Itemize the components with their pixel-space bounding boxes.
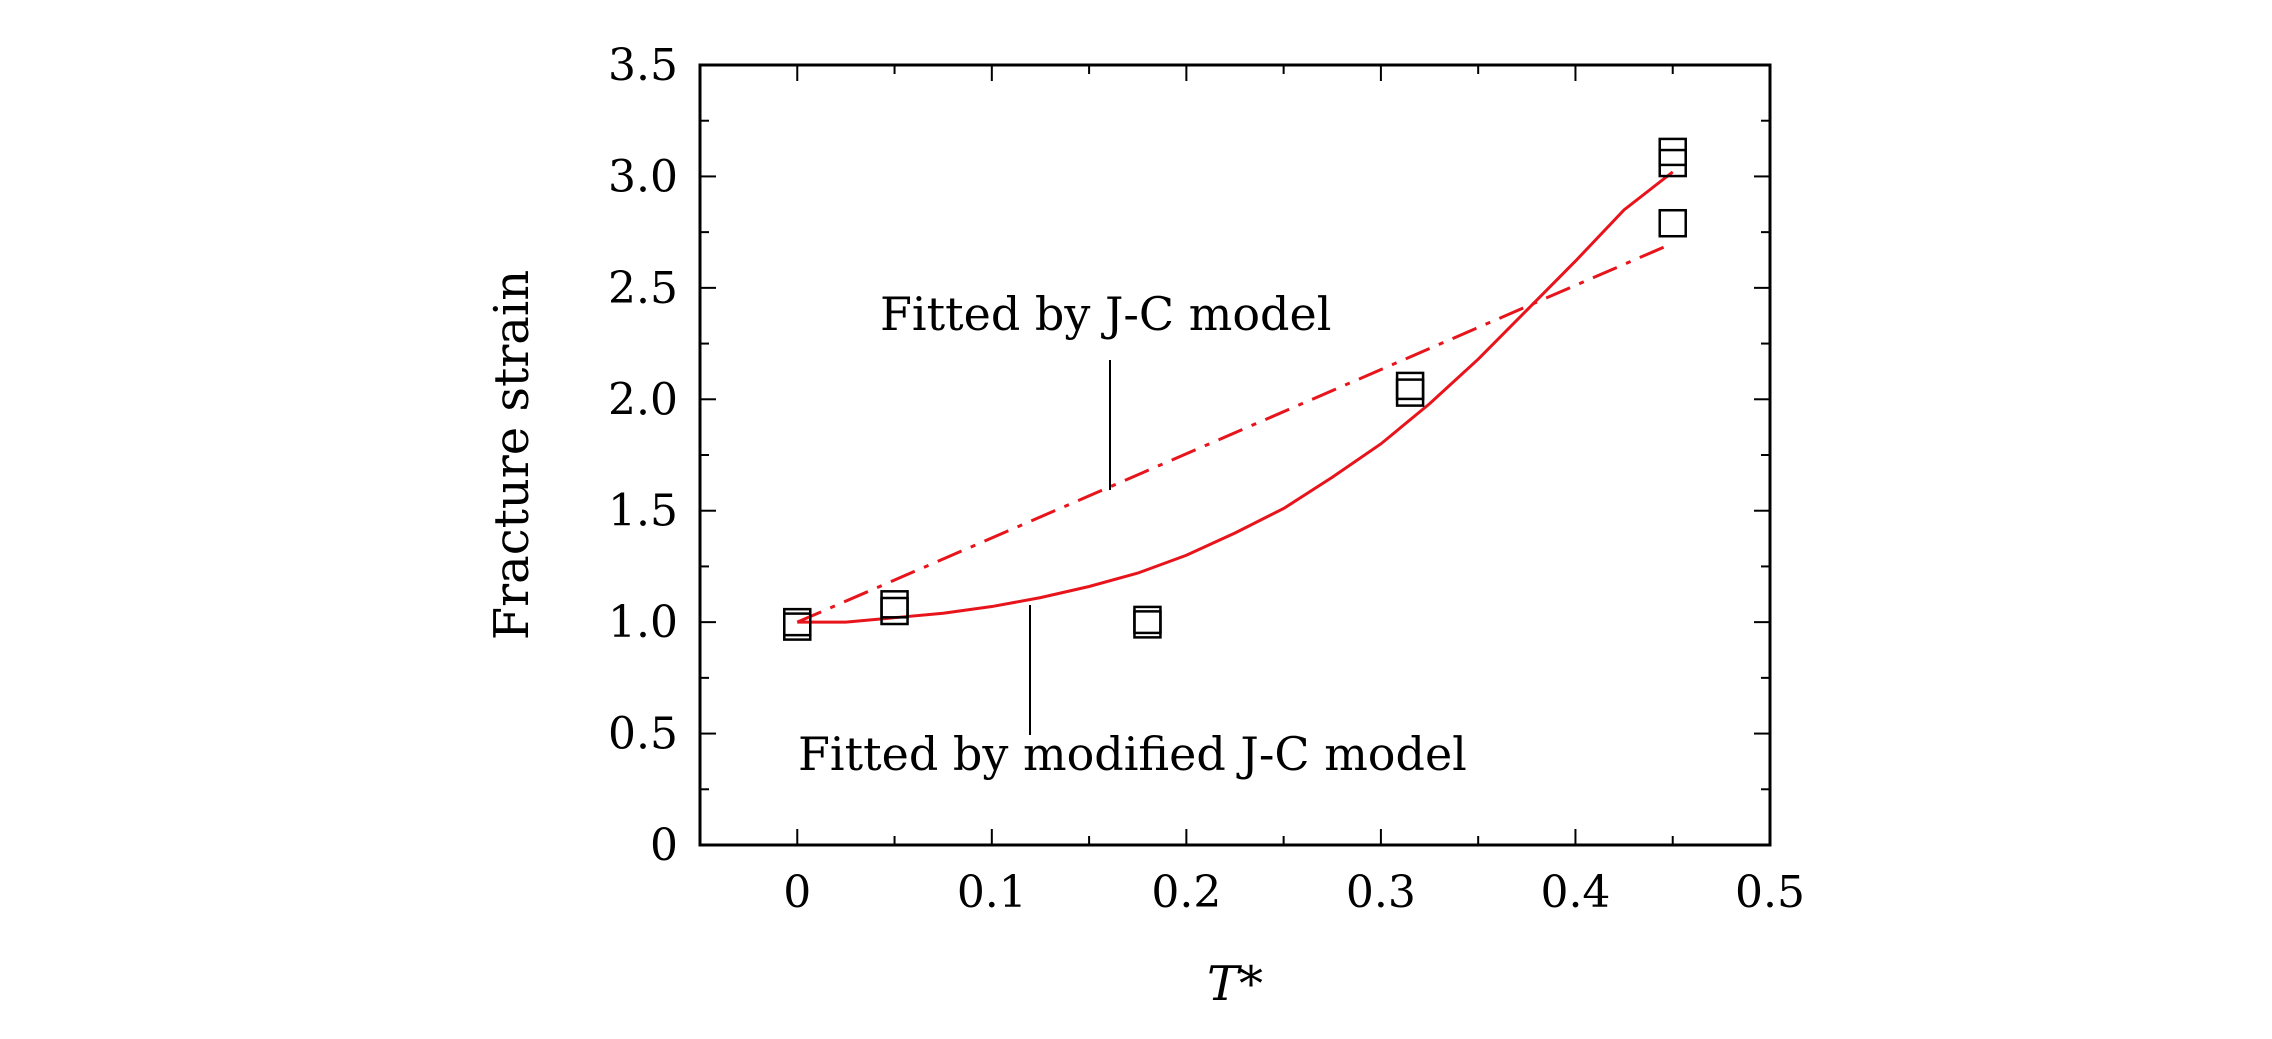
y-axis-title: Fracture strain bbox=[484, 270, 540, 640]
data-point bbox=[1395, 371, 1425, 401]
jc-model-line bbox=[796, 241, 1674, 624]
x-tick-label: 0 bbox=[783, 867, 811, 918]
data-point bbox=[1133, 610, 1162, 639]
y-tick-labels: 0 0.5 1.0 1.5 2.0 2.5 3.0 3.5 bbox=[608, 40, 678, 871]
x-tick-labels: 0 0.1 0.2 0.3 0.4 0.5 bbox=[783, 867, 1805, 918]
data-point bbox=[1658, 208, 1687, 238]
x-tick-label: 0.2 bbox=[1151, 867, 1221, 918]
annotation-modified: Fitted by modified J-C model bbox=[798, 727, 1467, 781]
x-tick-label: 0.3 bbox=[1346, 867, 1416, 918]
modified-jc-model-line bbox=[797, 170, 1674, 624]
x-tick-label: 0.4 bbox=[1540, 867, 1610, 918]
annotations: Fitted by J-C model Fitted by modified J… bbox=[798, 287, 1467, 781]
x-axis-title: T* bbox=[1207, 956, 1263, 1012]
data-point bbox=[783, 612, 812, 641]
y-tick-label: 1.5 bbox=[608, 486, 678, 537]
x-tick-label: 0.1 bbox=[957, 867, 1027, 918]
data-point bbox=[880, 590, 909, 619]
y-tick-label: 3.5 bbox=[608, 40, 678, 91]
y-tick-label: 0.5 bbox=[608, 709, 678, 760]
data-point bbox=[1395, 378, 1425, 407]
y-tick-label: 2.0 bbox=[608, 374, 678, 425]
data-point bbox=[880, 596, 909, 626]
annotation-jc: Fitted by J-C model bbox=[880, 287, 1331, 341]
y-tick-label: 3.0 bbox=[608, 151, 678, 202]
data-point bbox=[1658, 137, 1687, 167]
data-point bbox=[1658, 148, 1687, 178]
x-tick-label: 0.5 bbox=[1735, 867, 1805, 918]
axis-ticks bbox=[699, 64, 1771, 846]
y-tick-label: 2.5 bbox=[608, 263, 678, 314]
y-tick-label: 1.0 bbox=[608, 597, 678, 648]
y-tick-label: 0 bbox=[650, 820, 678, 871]
series-layer bbox=[783, 137, 1687, 641]
